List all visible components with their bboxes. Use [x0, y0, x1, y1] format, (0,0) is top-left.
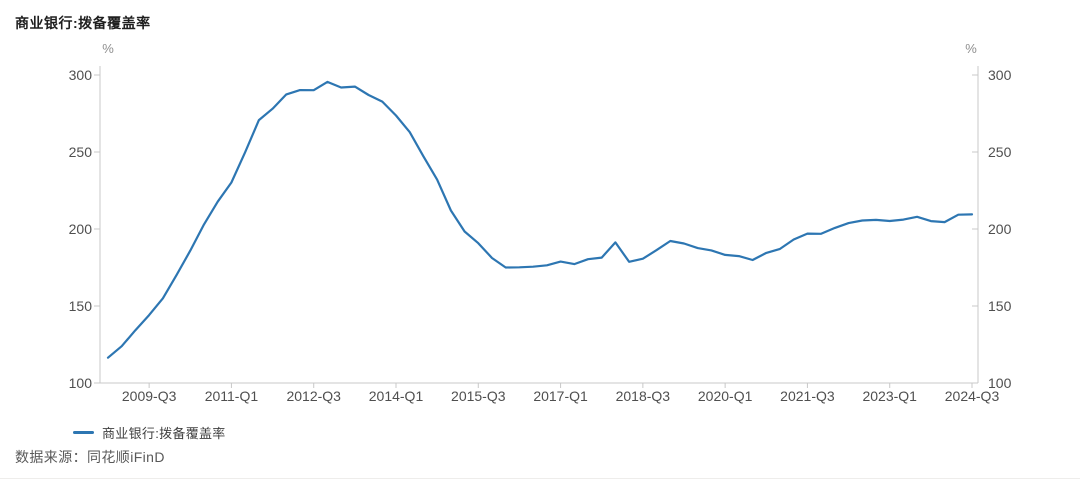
x-axis-tick-label: 2023-Q1 — [862, 388, 917, 404]
y-axis-right-tick-label: 250 — [988, 144, 1012, 160]
data-source-note: 数据来源：同花顺iFinD — [15, 449, 165, 465]
y-axis-right-tick-label: 300 — [988, 67, 1012, 83]
legend-item[interactable]: 商业银行:拨备覆盖率 — [73, 423, 226, 442]
y-axis-right-tick-label: 150 — [988, 298, 1012, 314]
x-axis-tick-label: 2009-Q3 — [122, 388, 177, 404]
legend-series-label: 商业银行:拨备覆盖率 — [102, 426, 226, 441]
x-axis-tick-label: 2011-Q1 — [205, 388, 259, 404]
y-axis-right-tick-label: 200 — [988, 221, 1012, 237]
x-axis-tick-label: 2015-Q3 — [451, 388, 506, 404]
x-axis-tick-label: 2020-Q1 — [698, 388, 753, 404]
x-axis-tick-label: 2012-Q3 — [286, 388, 341, 404]
x-axis-tick-label: 2014-Q1 — [369, 388, 424, 404]
y-axis-left-unit-label: % — [102, 41, 114, 56]
y-axis-left-tick-label: 150 — [69, 298, 93, 314]
y-axis-left-tick-label: 300 — [69, 67, 93, 83]
x-axis-tick-label: 2021-Q3 — [780, 388, 835, 404]
panel-bottom-divider — [0, 478, 1080, 479]
y-axis-right-unit-label: % — [965, 41, 977, 56]
legend-line-marker — [73, 431, 94, 434]
y-axis-right-tick-label: 100 — [988, 375, 1012, 391]
y-axis-left-tick-label: 250 — [69, 144, 93, 160]
x-axis-tick-label: 2017-Q1 — [533, 388, 588, 404]
x-axis-tick-label: 2018-Q3 — [616, 388, 671, 404]
chart-title: 商业银行:拨备覆盖率 — [15, 15, 151, 31]
x-axis-tick-label: 2024-Q3 — [945, 388, 1000, 404]
series-line-provision-coverage[interactable] — [106, 80, 974, 359]
y-axis-left-tick-label: 200 — [69, 221, 93, 237]
y-axis-left-tick-label: 100 — [69, 375, 93, 391]
